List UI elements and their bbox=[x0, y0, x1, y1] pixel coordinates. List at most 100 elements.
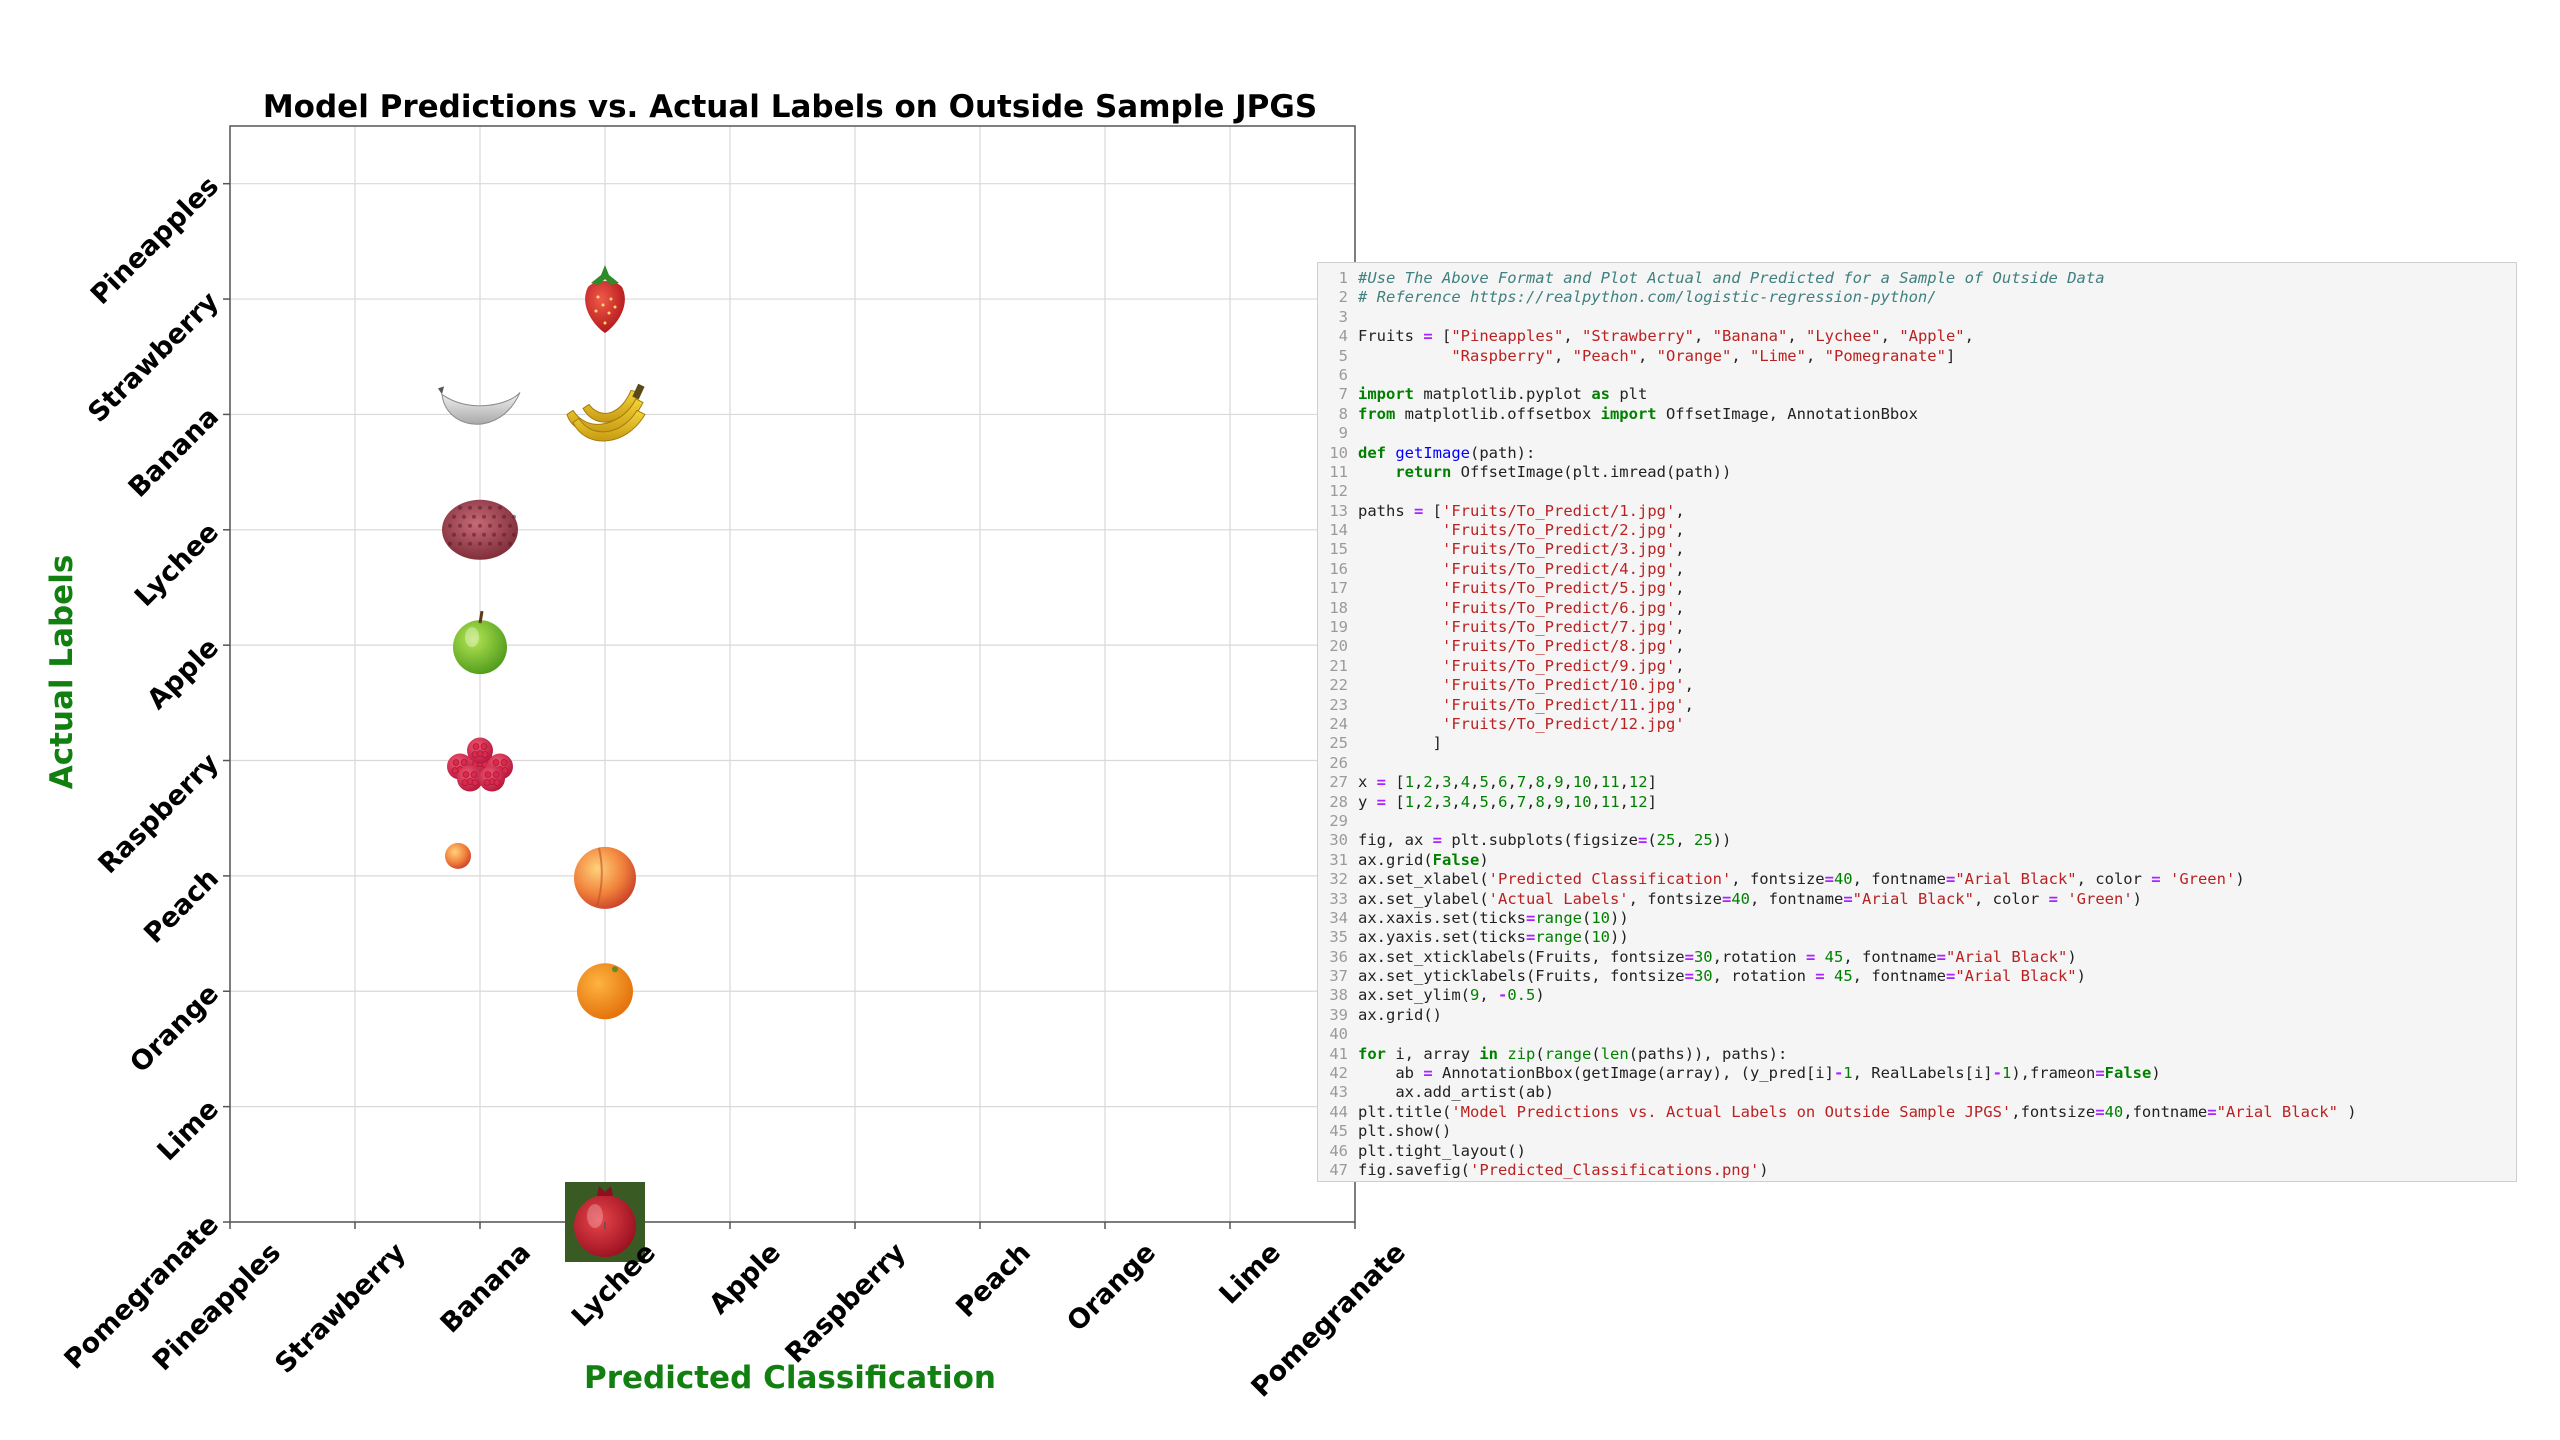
code-token: , bbox=[1488, 773, 1499, 792]
line-number: 10 bbox=[1329, 443, 1348, 462]
code-token: 10 bbox=[1591, 908, 1611, 927]
code-line[interactable]: 19 'Fruits/To_Predict/7.jpg', bbox=[1318, 618, 2516, 637]
code-token: #Use The Above Format and Plot Actual an… bbox=[1358, 269, 2105, 287]
code-token: "Strawberry" bbox=[1582, 327, 1694, 346]
code-token: , bbox=[1563, 327, 1582, 346]
code-line[interactable]: 31 ax.grid(False) bbox=[1318, 851, 2516, 870]
code-line[interactable]: 10 def getImage(path): bbox=[1318, 443, 2516, 463]
code-line[interactable]: 42 ab = AnnotationBbox(getImage(array), … bbox=[1318, 1064, 2516, 1083]
code-line[interactable]: 4 Fruits = ["Pineapples", "Strawberry", "… bbox=[1318, 327, 2516, 346]
code-line[interactable]: 5 "Raspberry", "Peach", "Orange", "Lime"… bbox=[1318, 346, 2516, 366]
code-token: plt.tight_layout() bbox=[1358, 1141, 1526, 1160]
code-token: [ bbox=[1432, 327, 1452, 346]
code-line[interactable]: 27 x = [1,2,3,4,5,6,7,8,9,10,11,12] bbox=[1318, 773, 2516, 792]
code-line[interactable]: 40 bbox=[1318, 1025, 2516, 1044]
code-token: = bbox=[1843, 889, 1853, 908]
code-line[interactable]: 2 # Reference https://realpython.com/logi… bbox=[1318, 288, 2516, 307]
code-token: "Orange" bbox=[1656, 346, 1732, 365]
code-line[interactable]: 14 'Fruits/To_Predict/2.jpg', bbox=[1318, 521, 2516, 540]
code-token: , bbox=[1591, 773, 1601, 792]
code-line[interactable]: 15 'Fruits/To_Predict/3.jpg', bbox=[1318, 540, 2516, 559]
code-text: for i, array in zip(range(len(paths)), p… bbox=[1358, 1045, 1787, 1064]
code-line[interactable]: 8 from matplotlib.offsetbox import Offset… bbox=[1318, 404, 2516, 424]
code-line[interactable]: 17 'Fruits/To_Predict/5.jpg', bbox=[1318, 579, 2516, 598]
code-token: , bbox=[1553, 346, 1573, 365]
code-line[interactable]: 28 y = [1,2,3,4,5,6,7,8,9,10,11,12] bbox=[1318, 792, 2516, 812]
code-line[interactable]: 1 #Use The Above Format and Plot Actual a… bbox=[1318, 269, 2516, 288]
raspberries-marker bbox=[447, 737, 513, 792]
code-token: range bbox=[1544, 1044, 1592, 1063]
code-token: = bbox=[1376, 773, 1387, 792]
code-line[interactable]: 3 bbox=[1318, 308, 2516, 327]
code-editor-panel[interactable]: 1 #Use The Above Format and Plot Actual a… bbox=[1317, 262, 2517, 1182]
code-line[interactable]: 36 ax.set_xticklabels(Fruits, fontsize=30… bbox=[1318, 947, 2516, 967]
code-line[interactable]: 38 ax.set_ylim(9, -0.5) bbox=[1318, 986, 2516, 1005]
code-line[interactable]: 25 ] bbox=[1318, 734, 2516, 753]
line-number: 17 bbox=[1329, 579, 1348, 598]
code-token: ( bbox=[1591, 1044, 1601, 1063]
code-line[interactable]: 7 import matplotlib.pyplot as plt bbox=[1318, 385, 2516, 404]
code-line[interactable]: 9 bbox=[1318, 424, 2516, 443]
code-line[interactable]: 21 'Fruits/To_Predict/9.jpg', bbox=[1318, 657, 2516, 676]
code-token: 'Predicted Classification' bbox=[1488, 870, 1732, 889]
code-line[interactable]: 11 return OffsetImage(plt.imread(path)) bbox=[1318, 462, 2516, 482]
code-line[interactable]: 29 bbox=[1318, 812, 2516, 831]
code-line[interactable]: 35 ax.yaxis.set(ticks=range(10)) bbox=[1318, 928, 2516, 947]
code-token: ax.set_yticklabels(Fruits, fontsize bbox=[1358, 967, 1685, 986]
code-token: 11 bbox=[1600, 792, 1620, 811]
code-token: , bbox=[1619, 773, 1629, 792]
code-token: 6 bbox=[1498, 792, 1508, 811]
y-tick-label: Peach bbox=[138, 863, 225, 950]
code-token: = bbox=[1525, 928, 1536, 947]
code-token bbox=[1358, 599, 1442, 617]
code-line[interactable]: 23 'Fruits/To_Predict/11.jpg', bbox=[1318, 696, 2516, 715]
code-line[interactable]: 22 'Fruits/To_Predict/10.jpg', bbox=[1318, 676, 2516, 695]
code-text: 'Fruits/To_Predict/5.jpg', bbox=[1358, 579, 1685, 598]
code-line[interactable]: 13 paths = ['Fruits/To_Predict/1.jpg', bbox=[1318, 502, 2516, 521]
code-line[interactable]: 12 bbox=[1318, 482, 2516, 501]
code-token: for bbox=[1358, 1044, 1386, 1063]
line-number: 28 bbox=[1329, 792, 1348, 811]
y-tick-label: Apple bbox=[141, 632, 225, 716]
code-line[interactable]: 24 'Fruits/To_Predict/12.jpg' bbox=[1318, 715, 2516, 734]
code-line[interactable]: 44 plt.title('Model Predictions vs. Actua… bbox=[1318, 1103, 2516, 1122]
code-token: = bbox=[1805, 947, 1816, 966]
code-token: 'Green' bbox=[2169, 870, 2236, 889]
code-line[interactable]: 46 plt.tight_layout() bbox=[1318, 1141, 2516, 1161]
code-line[interactable]: 18 'Fruits/To_Predict/6.jpg', bbox=[1318, 599, 2516, 618]
code-token: "Apple" bbox=[1899, 327, 1965, 346]
code-line[interactable]: 32 ax.set_xlabel('Predicted Classificatio… bbox=[1318, 870, 2516, 889]
code-token: = bbox=[1376, 792, 1387, 811]
code-text: 'Fruits/To_Predict/3.jpg', bbox=[1358, 540, 1685, 559]
line-number: 8 bbox=[1338, 404, 1348, 423]
code-token: 'Actual Labels' bbox=[1488, 889, 1629, 908]
code-line[interactable]: 37 ax.set_yticklabels(Fruits, fontsize=30… bbox=[1318, 967, 2516, 986]
code-token: ( bbox=[1535, 1044, 1545, 1063]
code-line[interactable]: 43 ax.add_artist(ab) bbox=[1318, 1083, 2516, 1102]
code-line[interactable]: 20 'Fruits/To_Predict/8.jpg', bbox=[1318, 637, 2516, 656]
code-token: [ bbox=[1386, 773, 1405, 792]
code-line[interactable]: 47 fig.savefig('Predicted_Classifications… bbox=[1318, 1161, 2516, 1180]
code-line[interactable]: 6 bbox=[1318, 366, 2516, 385]
code-token: return bbox=[1395, 462, 1452, 481]
code-line[interactable]: 41 for i, array in zip(range(len(paths)),… bbox=[1318, 1045, 2516, 1064]
line-number: 45 bbox=[1329, 1122, 1348, 1141]
code-text: ab = AnnotationBbox(getImage(array), (y_… bbox=[1358, 1064, 2160, 1083]
code-line[interactable]: 34 ax.xaxis.set(ticks=range(10)) bbox=[1318, 908, 2516, 928]
code-line[interactable]: 33 ax.set_ylabel('Actual Labels', fontsiz… bbox=[1318, 889, 2516, 909]
code-line[interactable]: 30 fig, ax = plt.subplots(figsize=(25, 25… bbox=[1318, 831, 2516, 850]
code-token: "Pineapples" bbox=[1451, 327, 1564, 346]
code-token: "Arial Black" bbox=[1946, 947, 2068, 966]
code-line[interactable]: 45 plt.show() bbox=[1318, 1122, 2516, 1141]
code-token: 5 bbox=[1479, 792, 1489, 811]
code-line[interactable]: 39 ax.grid() bbox=[1318, 1006, 2516, 1025]
code-line[interactable]: 16 'Fruits/To_Predict/4.jpg', bbox=[1318, 560, 2516, 579]
code-line[interactable]: 26 bbox=[1318, 754, 2516, 773]
code-token: 25 bbox=[1694, 831, 1713, 850]
line-number: 35 bbox=[1329, 928, 1348, 947]
code-token: 3 bbox=[1442, 792, 1452, 811]
code-token: ax.xaxis.set(ticks bbox=[1358, 908, 1526, 927]
code-text: 'Fruits/To_Predict/10.jpg', bbox=[1358, 676, 1694, 695]
code-token: = bbox=[1423, 1064, 1433, 1083]
code-token: "Lime" bbox=[1749, 346, 1806, 365]
